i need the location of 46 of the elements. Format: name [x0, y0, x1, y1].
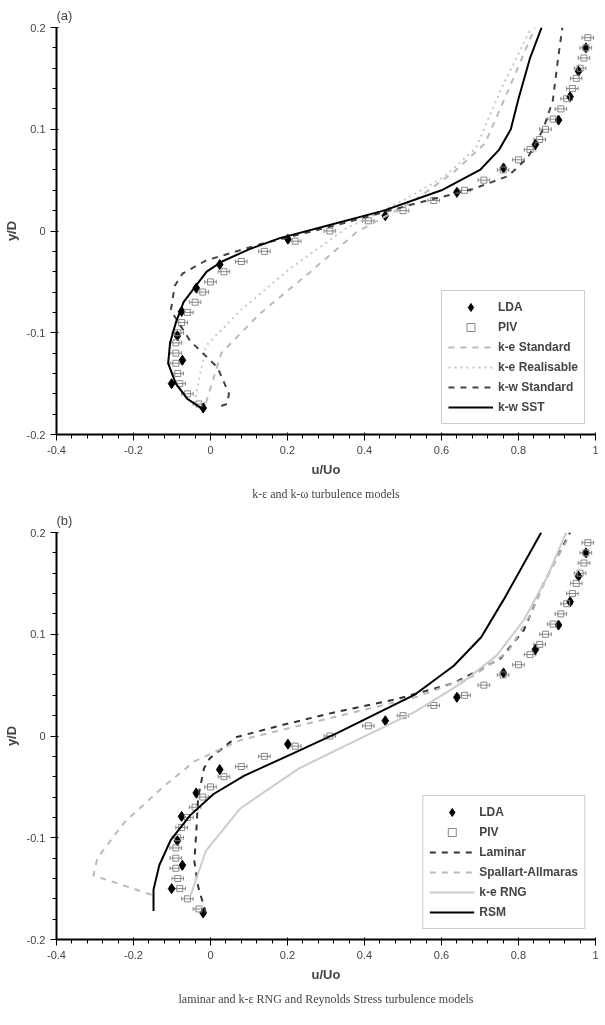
legend-label: PIV	[497, 320, 518, 334]
chart-title: (a)	[56, 7, 73, 23]
y-tick-label: -0.1	[26, 326, 46, 339]
legend-label: k-e Standard	[497, 340, 571, 354]
x-tick-label: 0.4	[356, 443, 373, 456]
y-axis-title: y/D	[3, 220, 19, 242]
x-axis-title: u/Uo	[311, 966, 341, 982]
legend-label: PIV	[479, 825, 500, 839]
chart-title: (b)	[56, 512, 73, 528]
x-tick-label: 0.6	[433, 443, 450, 456]
legend-label: RSM	[479, 905, 506, 919]
text: laminar and k-ε RNG and Reynolds Stress turbulence models	[178, 991, 474, 1006]
y-tick-label: 0.1	[30, 123, 46, 136]
x-tick-label: 1	[592, 443, 599, 456]
x-tick-label: -0.4	[47, 948, 66, 961]
legend-label: k-w Standard	[497, 380, 574, 394]
x-tick-label: -0.2	[124, 948, 143, 961]
y-tick-label: -0.2	[26, 933, 46, 946]
y-tick-label: 0	[39, 225, 46, 237]
x-tick-label: 0.2	[279, 443, 296, 456]
y-tick-label: 0.1	[30, 628, 46, 641]
x-tick-label: 0	[207, 443, 214, 456]
y-tick-label: 0.2	[30, 21, 46, 34]
legend-label: LDA	[497, 300, 523, 314]
legend-label: Laminar	[479, 845, 526, 859]
y-tick-label: 0	[39, 730, 46, 742]
x-tick-label: -0.4	[47, 443, 66, 456]
x-tick-label: 0.2	[279, 948, 296, 961]
y-axis-title: y/D	[3, 725, 19, 747]
x-tick-label: 0.6	[433, 948, 450, 961]
x-tick-label: 0.4	[356, 948, 373, 961]
legend-label: Spallart-Allmaras	[479, 865, 578, 879]
legend-label: LDA	[479, 805, 504, 819]
legend-label: k-e RNG	[479, 885, 527, 899]
legend-label: k-w SST	[497, 400, 545, 414]
x-axis-title: u/Uo	[311, 461, 341, 477]
x-tick-label: -0.2	[124, 443, 143, 456]
legend-label: k-e Realisable	[497, 360, 578, 374]
y-tick-label: -0.2	[26, 428, 46, 441]
x-tick-label: 0	[207, 948, 214, 961]
x-tick-label: 1	[592, 948, 599, 961]
x-tick-label: 0.8	[510, 443, 527, 456]
x-tick-label: 0.8	[510, 948, 527, 961]
y-tick-label: 0.2	[30, 526, 46, 539]
y-tick-label: -0.1	[26, 831, 46, 844]
text: k-ε and k-ω turbulence models	[252, 486, 401, 501]
